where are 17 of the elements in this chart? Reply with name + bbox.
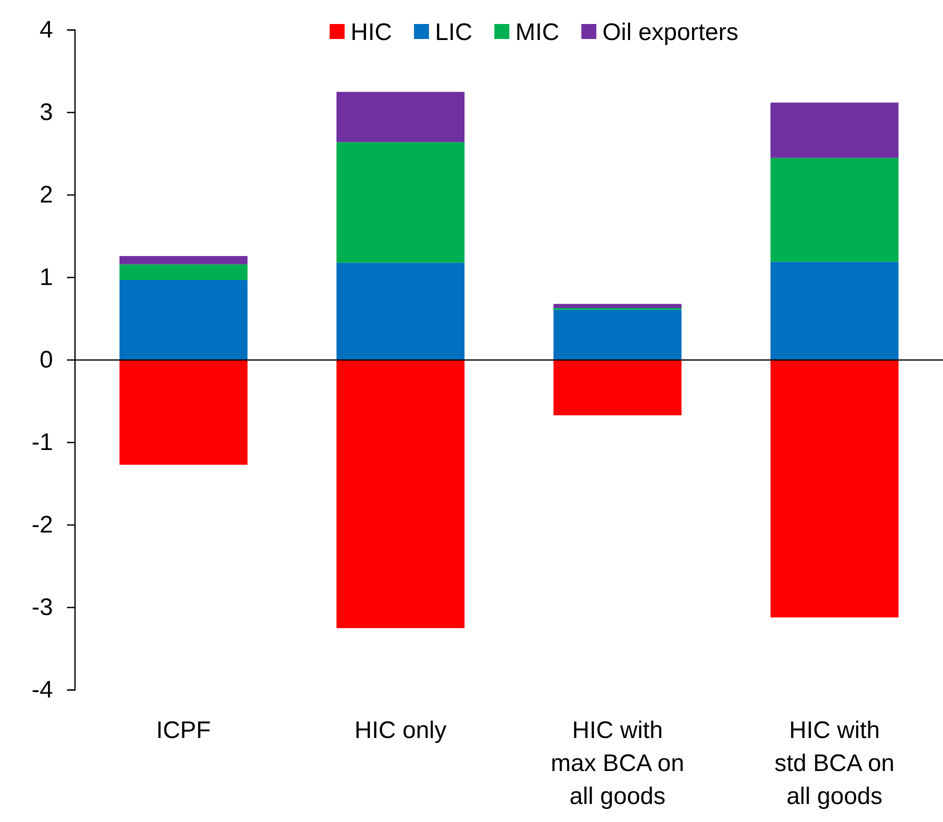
- legend-label: Oil exporters: [602, 19, 738, 46]
- x-tick-label: HIC only: [354, 717, 447, 744]
- y-tick-label: 1: [40, 264, 53, 292]
- y-tick-label: 3: [40, 99, 53, 126]
- y-tick-label: -1: [32, 429, 53, 456]
- legend-label: HIC: [350, 19, 392, 46]
- y-tick-label: 4: [40, 16, 53, 44]
- legend-label: LIC: [434, 19, 472, 46]
- x-tick-label: HIC with std BCA on all goods: [774, 717, 895, 810]
- y-tick-label: 0: [40, 346, 53, 374]
- y-tick-label: 2: [40, 182, 53, 209]
- y-tick-label: -2: [32, 512, 53, 539]
- x-tick-label: HIC with max BCA on all goods: [550, 717, 684, 810]
- legend-label: MIC: [515, 19, 560, 46]
- y-tick-label: -3: [32, 594, 53, 622]
- x-tick-label: ICPF: [156, 717, 211, 744]
- y-tick-label: -4: [32, 676, 53, 704]
